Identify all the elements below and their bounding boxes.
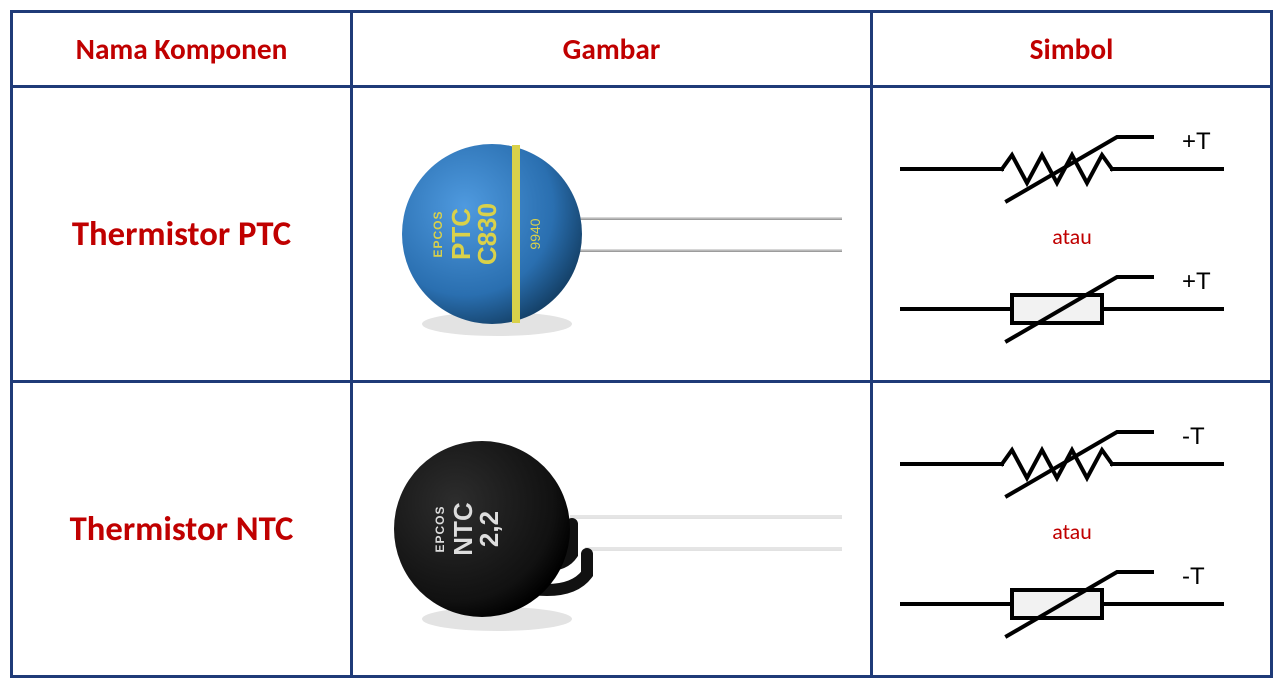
table-row: Thermistor NTC (12, 382, 1272, 677)
component-image-cell: NTC 2,2 EPCOS (352, 382, 872, 677)
symbol-label-bot: -T (1182, 563, 1205, 590)
header-symbol: Simbol (872, 12, 1272, 87)
table-row: Thermistor PTC (12, 87, 1272, 382)
header-image: Gambar (352, 12, 872, 87)
ntc-brand: EPCOS (433, 505, 447, 552)
symbol-cell: +T +T atau (872, 87, 1272, 382)
ptc-brand: EPCOS (431, 210, 445, 257)
ptc-label-line2: C830 (472, 203, 502, 265)
or-label: atau (1052, 518, 1092, 545)
or-label: atau (1052, 223, 1092, 250)
symbol-label-top: +T (1182, 128, 1211, 155)
ntc-label-line2: 2,2 (474, 511, 504, 547)
ptc-component-icon: PTC C830 EPCOS 9940 (362, 99, 862, 369)
symbol-label-top: -T (1182, 423, 1205, 450)
component-name: Thermistor NTC (70, 508, 294, 550)
header-name: Nama Komponen (12, 12, 352, 87)
component-name: Thermistor PTC (72, 213, 291, 255)
ptc-code: 9940 (527, 218, 543, 249)
header-row: Nama Komponen Gambar Simbol (12, 12, 1272, 87)
component-name-cell: Thermistor PTC (12, 87, 352, 382)
header-name-text: Nama Komponen (76, 31, 288, 67)
symbol-cell: -T -T atau (872, 382, 1272, 677)
symbol-label-bot: +T (1182, 268, 1211, 295)
component-image-cell: PTC C830 EPCOS 9940 (352, 87, 872, 382)
header-image-text: Gambar (563, 31, 661, 67)
component-name-cell: Thermistor NTC (12, 382, 352, 677)
ntc-symbol-icon: -T -T atau (882, 394, 1262, 664)
ntc-component-icon: NTC 2,2 EPCOS (362, 394, 862, 664)
header-symbol-text: Simbol (1030, 31, 1114, 67)
ptc-symbol-icon: +T +T atau (882, 99, 1262, 369)
thermistor-table: Nama Komponen Gambar Simbol Thermistor P… (10, 10, 1273, 678)
